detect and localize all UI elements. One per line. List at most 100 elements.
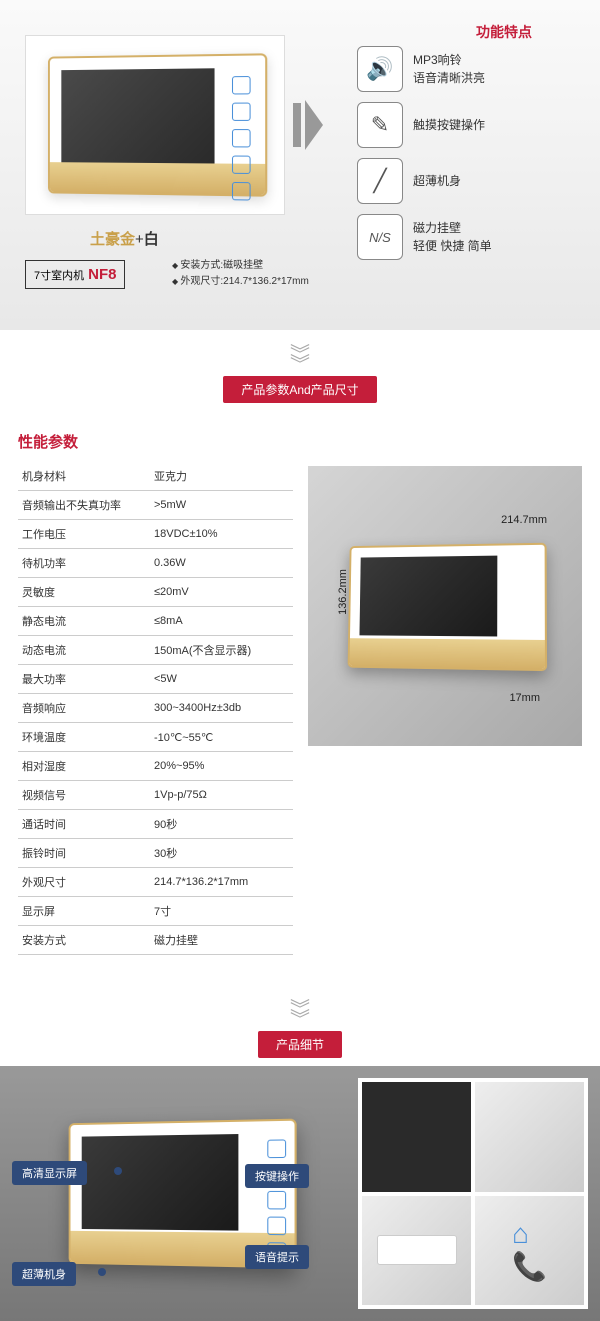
- spec-value: 0.36W: [150, 549, 293, 578]
- subtitle-plus: +: [135, 231, 144, 248]
- table-row: 工作电压18VDC±10%: [18, 520, 293, 549]
- table-row: 动态电流150mA(不含显示器): [18, 636, 293, 665]
- chevron-down-icon: ︾: [0, 360, 600, 370]
- dim-depth-label: 17mm: [509, 692, 540, 704]
- install-info: 安装方式:磁吸挂壁 外观尺寸:214.7*136.2*17mm: [172, 258, 309, 290]
- spec-value: 30秒: [150, 839, 293, 868]
- device-mockup: [48, 53, 267, 196]
- table-row: 视频信号1Vp-p/75Ω: [18, 781, 293, 810]
- badge-model: NF8: [88, 266, 116, 283]
- spec-value: 1Vp-p/75Ω: [150, 781, 293, 810]
- table-row: 灵敏度≤20mV: [18, 578, 293, 607]
- badge-prefix: 7寸室内机: [34, 267, 84, 283]
- spec-key: 安装方式: [18, 926, 150, 955]
- chevron-down-icon: ︾: [0, 1015, 600, 1025]
- subtitle-gold: 土豪金: [90, 231, 135, 248]
- spec-key: 工作电压: [18, 520, 150, 549]
- spec-key: 显示屏: [18, 897, 150, 926]
- table-row: 显示屏7寸: [18, 897, 293, 926]
- feature-icon: ✎: [357, 102, 403, 148]
- spec-key: 相对湿度: [18, 752, 150, 781]
- separator-label-1: 产品参数And产品尺寸: [223, 376, 376, 403]
- feature-text: 触摸按键操作: [413, 116, 485, 134]
- device-mockup-2: [348, 542, 547, 670]
- spec-value: 214.7*136.2*17mm: [150, 868, 293, 897]
- feature-item: 🔊 MP3响铃语音清晰洪亮: [357, 46, 582, 92]
- thumb-3: [362, 1196, 471, 1306]
- table-row: 待机功率0.36W: [18, 549, 293, 578]
- table-row: 环境温度-10℃~55℃: [18, 723, 293, 752]
- spec-key: 静态电流: [18, 607, 150, 636]
- spec-key: 通话时间: [18, 810, 150, 839]
- table-row: 机身材料亚克力: [18, 462, 293, 491]
- spec-value: 18VDC±10%: [150, 520, 293, 549]
- spec-key: 待机功率: [18, 549, 150, 578]
- table-row: 振铃时间30秒: [18, 839, 293, 868]
- spec-key: 动态电流: [18, 636, 150, 665]
- feature-text: MP3响铃语音清晰洪亮: [413, 51, 485, 87]
- thumb-2: [475, 1082, 584, 1192]
- spec-key: 视频信号: [18, 781, 150, 810]
- install-line-1: 安装方式:磁吸挂壁: [172, 258, 309, 274]
- dimension-image: 214.7mm 136.2mm 17mm: [308, 466, 582, 746]
- table-row: 通话时间90秒: [18, 810, 293, 839]
- subtitle-white: 白: [144, 231, 159, 248]
- detail-thumbs: ⌂📞: [358, 1078, 588, 1309]
- spec-key: 振铃时间: [18, 839, 150, 868]
- table-row: 最大功率<5W: [18, 665, 293, 694]
- thumb-1: [362, 1082, 471, 1192]
- spec-key: 最大功率: [18, 665, 150, 694]
- separator-2: ︾ ︾ 产品细节: [0, 985, 600, 1066]
- spec-value: ≤8mA: [150, 607, 293, 636]
- separator-1: ︾ ︾ 产品参数And产品尺寸: [0, 330, 600, 411]
- spec-key: 环境温度: [18, 723, 150, 752]
- table-row: 静态电流≤8mA: [18, 607, 293, 636]
- spec-value: 磁力挂壁: [150, 926, 293, 955]
- callout-screen: 高清显示屏: [12, 1161, 87, 1185]
- callout-body: 超薄机身: [12, 1262, 76, 1286]
- spec-title: 性能参数: [18, 431, 293, 452]
- dim-height-label: 136.2mm: [337, 569, 349, 615]
- spec-column: 性能参数 机身材料亚克力音频输出不失真功率>5mW工作电压18VDC±10%待机…: [18, 431, 293, 955]
- spec-key: 外观尺寸: [18, 868, 150, 897]
- feature-icon: 🔊: [357, 46, 403, 92]
- feature-icon: ╱: [357, 158, 403, 204]
- spec-key: 音频输出不失真功率: [18, 491, 150, 520]
- table-row: 音频输出不失真功率>5mW: [18, 491, 293, 520]
- hero-section: 土豪金+白 7寸室内机 NF8 安装方式:磁吸挂壁 外观尺寸:214.7*136…: [0, 0, 600, 330]
- spec-value: 7寸: [150, 897, 293, 926]
- feature-icon: N/S: [357, 214, 403, 260]
- feature-item: ✎ 触摸按键操作: [357, 102, 582, 148]
- detail-section: 高清显示屏 超薄机身 按键操作 语音提示 ⌂📞: [0, 1066, 600, 1321]
- dim-width-label: 214.7mm: [501, 514, 547, 526]
- color-subtitle: 土豪金+白: [90, 228, 159, 249]
- arrow-icon: [305, 100, 323, 150]
- features-list: 🔊 MP3响铃语音清晰洪亮 ✎ 触摸按键操作 ╱ 超薄机身 N/S 磁力挂壁轻便 快捷 简单: [357, 46, 582, 270]
- spec-value: 150mA(不含显示器): [150, 636, 293, 665]
- spec-key: 机身材料: [18, 462, 150, 491]
- model-badge: 7寸室内机 NF8: [25, 260, 125, 289]
- callout-voice: 语音提示: [245, 1245, 309, 1269]
- specs-section: 性能参数 机身材料亚克力音频输出不失真功率>5mW工作电压18VDC±10%待机…: [0, 411, 600, 985]
- thumb-4: ⌂📞: [475, 1196, 584, 1306]
- spec-value: -10℃~55℃: [150, 723, 293, 752]
- spec-table: 机身材料亚克力音频输出不失真功率>5mW工作电压18VDC±10%待机功率0.3…: [18, 462, 293, 955]
- spec-value: <5W: [150, 665, 293, 694]
- spec-key: 音频响应: [18, 694, 150, 723]
- spec-value: 90秒: [150, 810, 293, 839]
- feature-item: N/S 磁力挂壁轻便 快捷 简单: [357, 214, 582, 260]
- product-image-box: [25, 35, 285, 215]
- callout-buttons: 按键操作: [245, 1164, 309, 1188]
- feature-text: 磁力挂壁轻便 快捷 简单: [413, 219, 492, 255]
- install-line-2: 外观尺寸:214.7*136.2*17mm: [172, 274, 309, 290]
- table-row: 音频响应300~3400Hz±3db: [18, 694, 293, 723]
- feature-text: 超薄机身: [413, 172, 461, 190]
- table-row: 安装方式磁力挂壁: [18, 926, 293, 955]
- spec-value: 亚克力: [150, 462, 293, 491]
- features-title: 功能特点: [476, 22, 532, 42]
- feature-item: ╱ 超薄机身: [357, 158, 582, 204]
- spec-value: ≤20mV: [150, 578, 293, 607]
- separator-label-2: 产品细节: [258, 1031, 342, 1058]
- detail-hero: 高清显示屏 超薄机身 按键操作 语音提示: [0, 1066, 358, 1321]
- spec-key: 灵敏度: [18, 578, 150, 607]
